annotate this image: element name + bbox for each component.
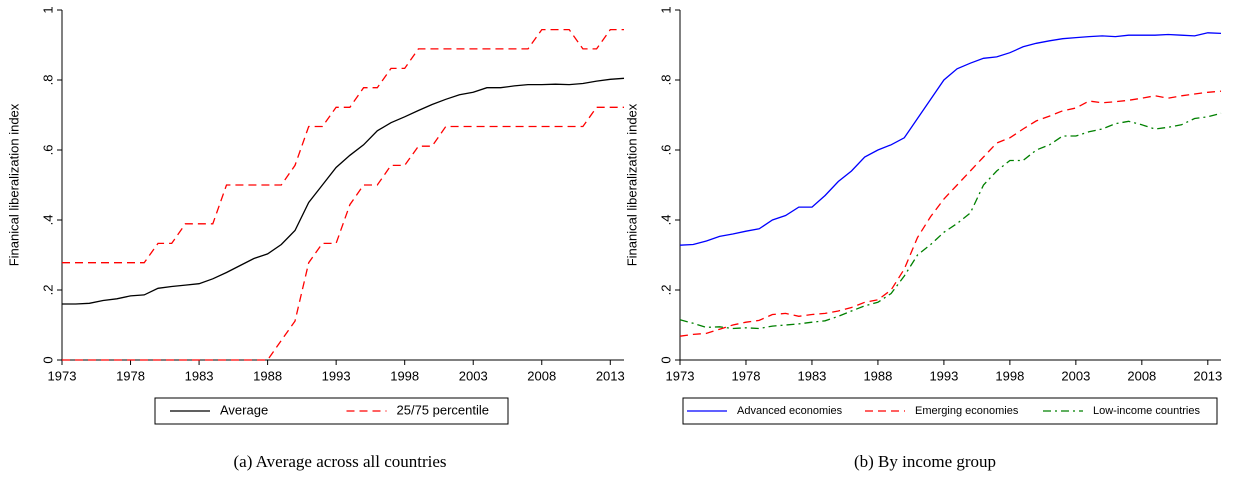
line-series — [679, 90, 1222, 337]
legend-box — [682, 397, 1218, 425]
y-tick-label: .4 — [40, 215, 55, 226]
legend-label: Average — [220, 402, 268, 417]
x-tick-label: 2003 — [459, 368, 488, 383]
x-tick-label: 1983 — [185, 368, 214, 383]
x-tick-label: 1993 — [929, 368, 958, 383]
x-tick-label: 1998 — [390, 368, 419, 383]
legend-label: Emerging economies — [915, 405, 1019, 417]
y-tick-label: .2 — [658, 285, 673, 296]
x-tick-label: 1983 — [797, 368, 826, 383]
legend-label: Low-income countries — [1093, 405, 1200, 417]
line-series — [62, 106, 624, 361]
x-tick-label: 1973 — [48, 368, 77, 383]
x-tick-label: 2008 — [527, 368, 556, 383]
line-series — [62, 77, 625, 305]
y-tick-label: .8 — [40, 75, 55, 86]
x-tick-label: 2013 — [596, 368, 625, 383]
y-axis-title: Finanical liberalization index — [624, 103, 639, 266]
x-tick-label: 1978 — [116, 368, 145, 383]
line-series — [679, 112, 1222, 330]
legend-label: Advanced economies — [737, 405, 843, 417]
line-series — [62, 28, 624, 264]
y-tick-label: 0 — [40, 356, 55, 363]
x-tick-label: 2008 — [1127, 368, 1156, 383]
x-tick-label: 1988 — [863, 368, 892, 383]
legend-box — [154, 397, 509, 425]
legend-label: 25/75 percentile — [397, 402, 490, 417]
caption: (a) Average across all countries — [233, 452, 446, 471]
x-tick-label: 1998 — [995, 368, 1024, 383]
x-tick-label: 1973 — [666, 368, 695, 383]
line-series — [679, 32, 1222, 246]
x-tick-label: 2013 — [1193, 368, 1222, 383]
caption: (b) By income group — [854, 452, 996, 471]
x-tick-label: 2003 — [1061, 368, 1090, 383]
x-tick-label: 1988 — [253, 368, 282, 383]
y-axis-title: Finanical liberalization index — [6, 103, 21, 266]
y-tick-label: .4 — [658, 215, 673, 226]
y-tick-label: .6 — [40, 145, 55, 156]
y-tick-label: .6 — [658, 145, 673, 156]
y-tick-label: 1 — [658, 6, 673, 13]
y-tick-label: .2 — [40, 285, 55, 296]
y-tick-label: 1 — [40, 6, 55, 13]
x-tick-label: 1993 — [322, 368, 351, 383]
y-tick-label: .8 — [658, 75, 673, 86]
x-tick-label: 1978 — [732, 368, 761, 383]
y-tick-label: 0 — [658, 356, 673, 363]
